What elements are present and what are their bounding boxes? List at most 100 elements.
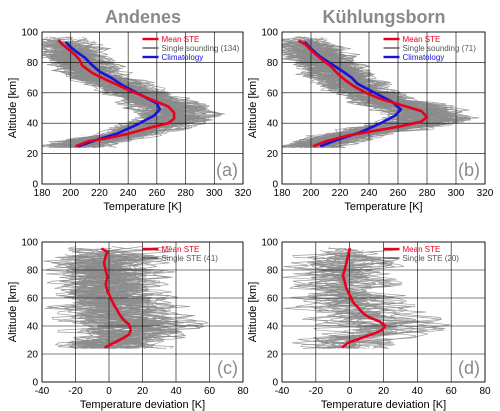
plot-frame [281,241,486,383]
single-profile-line [67,40,214,148]
x-tick-label: -40 [275,386,290,397]
climatology-line [303,41,403,148]
legend-label: Mean STE [162,35,200,44]
y-tick-label: 80 [267,266,279,277]
y-tick-label: 0 [32,180,38,191]
legend-label: Climatology [403,53,445,62]
x-tick-label: 60 [446,386,458,397]
x-tick-label: 180 [34,188,51,199]
x-tick-label: 240 [120,188,137,199]
title-kuehlungsborn: Kühlungsborn [323,7,446,27]
legend-label: Mean STE [403,35,441,44]
panel-d: -40 -20 0 20 40 60 80 0 20 40 60 80 100 Temperature d… [247,238,491,411]
x-tick-label: 0 [347,386,353,397]
x-tick-label: 200 [303,188,320,199]
mean-ste-line [101,247,133,349]
y-axis-label: Altitude [km] [7,282,19,343]
x-tick-label: 60 [204,386,216,397]
x-tick-label: 20 [378,386,390,397]
y-tick-label: 100 [261,28,278,39]
single-profile-line [303,36,469,148]
panel-c: -40 -20 0 20 40 60 80 0 20 40 60 80 100 Temperature d… [7,238,249,411]
single-profile-line [310,251,398,349]
single-profiles [43,246,209,349]
x-tick-label: 80 [479,386,491,397]
single-profile-line [292,46,450,148]
y-tick-label: 0 [272,378,278,389]
x-tick-label: 220 [91,188,108,199]
panel-label: (d) [458,358,480,378]
legend-label: Single sounding (71) [403,44,477,53]
x-axis-label: Temperature [K] [103,201,181,213]
y-tick-label: 0 [32,378,38,389]
y-tick-label: 60 [27,294,39,305]
x-tick-label: 40 [170,386,182,397]
single-profile-line [303,38,441,148]
panels: 180 200 220 240 260 280 300 320020406080100Temp… [7,28,494,411]
x-axis-label: Temperature deviation [K] [321,399,446,411]
y-tick-label: 40 [267,322,279,333]
y-tick-label: 100 [261,238,278,249]
y-tick-label: 80 [267,58,279,69]
y-tick-label: 60 [27,88,39,99]
y-tick-label: 20 [267,350,279,361]
y-tick-label: 100 [21,28,38,39]
single-profile-line [296,44,440,148]
single-profile-line [288,50,410,148]
y-axis-label: Altitude [km] [247,78,259,139]
mean-ste-line [57,39,176,148]
plot-frame [281,31,486,185]
x-tick-label: 20 [137,386,149,397]
x-tick-label: 280 [419,188,436,199]
y-tick-label: 20 [267,149,279,160]
x-axis-label: Temperature deviation [K] [80,399,205,411]
x-tick-label: 280 [177,188,194,199]
panel-b: 180 200 220 240 260 280 300 320 0 20 40 60 80 100 Temp… [247,28,494,214]
x-tick-label: -20 [68,386,83,397]
y-tick-label: 80 [27,58,39,69]
single-profile-line [282,40,410,148]
x-tick-label: 300 [448,188,465,199]
x-tick-label: 320 [235,188,252,199]
x-tick-label: 180 [274,188,291,199]
y-axis-label: Altitude [km] [247,282,259,343]
single-profile-line [339,249,442,349]
y-tick-label: 40 [27,119,39,130]
panel-label: (c) [217,358,238,378]
x-tick-label: 260 [390,188,407,199]
y-tick-label: 40 [267,119,279,130]
legend-label: Climatology [162,53,204,62]
y-tick-label: 100 [21,238,38,249]
panel-label: (b) [458,160,480,180]
y-tick-label: 20 [27,149,39,160]
y-tick-label: 60 [267,294,279,305]
single-profile-line [65,258,156,349]
single-profile-line [282,40,439,148]
x-tick-label: 260 [149,188,166,199]
y-tick-label: 40 [27,322,39,333]
mean-ste-line [341,247,387,349]
legend-label: Single sounding (134) [162,44,240,53]
x-tick-label: 320 [477,188,494,199]
x-axis-label: Temperature [K] [344,201,422,213]
x-tick-label: 0 [106,386,112,397]
x-tick-label: -20 [309,386,324,397]
plot-frame [41,31,244,185]
x-tick-label: 40 [412,386,424,397]
single-profile-line [282,48,437,148]
single-profile-line [56,42,183,148]
panel-a: 180 200 220 240 260 280 300 320 0 20 40 60 80 100 Temp… [7,28,252,214]
y-tick-label: 80 [27,266,39,277]
single-profile-line [308,249,395,349]
x-tick-label: 240 [361,188,378,199]
single-profile-line [44,50,173,148]
legend-label: Mean STE [162,245,200,254]
y-tick-label: 60 [267,88,279,99]
mean-ste-line [298,39,429,148]
y-tick-label: 0 [272,180,278,191]
